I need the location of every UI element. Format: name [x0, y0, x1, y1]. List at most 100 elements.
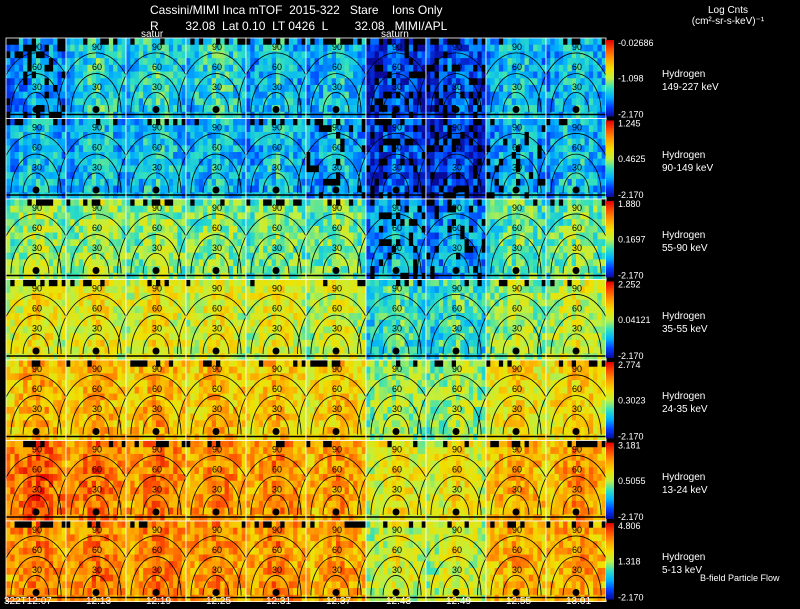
contour-label: 30: [32, 163, 42, 173]
panel-annotation: saturn: [381, 29, 409, 40]
contour-label: 90: [92, 42, 102, 52]
band-label: Hydrogen 55-90 keV: [662, 230, 708, 254]
time-tick-label: 12:19: [146, 596, 172, 607]
contour-label: 90: [392, 123, 402, 133]
colorbar-2: [606, 201, 614, 278]
contour-label: 90: [92, 525, 102, 535]
panel-5-1: 90 60 30: [57, 440, 135, 522]
contour-label: 90: [332, 525, 342, 535]
contour-label: 30: [332, 163, 342, 173]
contour-label: 60: [512, 62, 522, 72]
panel-annotation: satur: [141, 29, 164, 40]
panel-0-1: 90 60 30: [57, 37, 135, 119]
contour-label: 30: [272, 243, 282, 253]
contour-label: 60: [392, 223, 402, 233]
colorbar-0: [606, 40, 614, 117]
contour-label: 90: [332, 123, 342, 133]
contour-label: 30: [452, 404, 462, 414]
contour-label: 90: [212, 284, 222, 294]
contour-label: 60: [152, 384, 162, 394]
contour-label: 90: [272, 284, 282, 294]
time-tick-label: 12:13: [86, 596, 112, 607]
contour-label: 90: [392, 445, 402, 455]
panel-6-4: 90 60 30: [237, 520, 315, 602]
contour-label: 30: [152, 163, 162, 173]
contour-label: 60: [212, 143, 222, 153]
contour-label: 30: [332, 404, 342, 414]
time-tick-label: 12:55: [506, 596, 532, 607]
panel-1-4: 90 60 30: [237, 118, 315, 200]
contour-label: 90: [92, 284, 102, 294]
contour-label: 30: [212, 404, 222, 414]
contour-label: 90: [572, 284, 582, 294]
contour-label: 90: [332, 364, 342, 374]
panel-6-2: 90 60 30: [117, 520, 195, 602]
contour-label: 90: [32, 525, 42, 535]
contour-label: 30: [512, 485, 522, 495]
contour-label: 90: [272, 203, 282, 213]
colorbar-1: [606, 120, 614, 197]
band-label: Hydrogen 24-35 keV: [662, 391, 708, 415]
contour-label: 90: [32, 123, 42, 133]
contour-label: 90: [332, 284, 342, 294]
panel-4-3: 90 60 30: [177, 359, 255, 441]
colorbar-tick-label: -1.098: [618, 73, 644, 83]
contour-label: 60: [452, 143, 462, 153]
panel-2-1: 90 60 30: [57, 198, 135, 280]
contour-label: 30: [272, 485, 282, 495]
colorbar-tick-label: -2.170: [618, 512, 644, 522]
contour-label: 60: [92, 304, 102, 314]
panel-3-1: 90 60 30: [57, 279, 135, 361]
panel-2-0: 90 60 30: [0, 198, 75, 280]
contour-label: 60: [32, 384, 42, 394]
colorbar-tick-label: -2.170: [618, 432, 644, 442]
contour-label: 60: [212, 304, 222, 314]
colorbar-tick-label: 1.318: [618, 556, 641, 566]
contour-label: 90: [332, 445, 342, 455]
contour-label: 30: [512, 565, 522, 575]
panel-grid: 90 60 30 90 60 30 90 60 30 90 60 30 90 60 30 90 60 30 90 60…: [0, 29, 615, 602]
band-label: Hydrogen 149-227 keV: [662, 69, 719, 93]
panel-3-8: 90 60 30: [477, 279, 555, 361]
contour-label: 30: [272, 565, 282, 575]
contour-label: 30: [392, 163, 402, 173]
contour-label: 60: [32, 223, 42, 233]
panel-5-7: 90 60 30: [417, 440, 495, 522]
contour-label: 60: [572, 143, 582, 153]
contour-label: 30: [452, 565, 462, 575]
panel-2-5: 90 60 30: [297, 198, 375, 280]
contour-label: 30: [92, 82, 102, 92]
band-label: Hydrogen 13-24 keV: [662, 471, 708, 496]
contour-label: 60: [512, 465, 522, 475]
contour-label: 30: [152, 82, 162, 92]
contour-label: 60: [272, 143, 282, 153]
contour-label: 30: [272, 163, 282, 173]
contour-label: 30: [212, 485, 222, 495]
colorbar-tick-label: -2.170: [618, 271, 644, 281]
time-tick-label: 12:49: [446, 596, 472, 607]
contour-label: 60: [332, 465, 342, 475]
contour-label: 90: [512, 445, 522, 455]
contour-label: 60: [572, 465, 582, 475]
contour-label: 90: [272, 42, 282, 52]
contour-label: 60: [332, 304, 342, 314]
chart-title: Cassini/MIMI Inca mTOF 2015-322 Stare Io…: [150, 3, 443, 17]
contour-label: 90: [572, 445, 582, 455]
panel-3-3: 90 60 30: [177, 279, 255, 361]
contour-label: 60: [272, 545, 282, 555]
contour-label: 90: [32, 364, 42, 374]
panel-1-5: 90 60 30: [297, 118, 375, 200]
panel-0-4: 90 60 30: [237, 37, 315, 119]
contour-label: 60: [332, 143, 342, 153]
colorbar-tick-label: 0.3023: [618, 395, 646, 405]
colorbar-tick-label: 2.252: [618, 280, 641, 290]
contour-label: 90: [452, 445, 462, 455]
contour-label: 60: [452, 465, 462, 475]
contour-label: 60: [392, 304, 402, 314]
contour-label: 30: [212, 324, 222, 334]
contour-label: 30: [572, 324, 582, 334]
contour-label: 90: [572, 203, 582, 213]
contour-label: 30: [92, 404, 102, 414]
time-tick-label: 13:01: [566, 596, 592, 607]
contour-label: 90: [152, 42, 162, 52]
